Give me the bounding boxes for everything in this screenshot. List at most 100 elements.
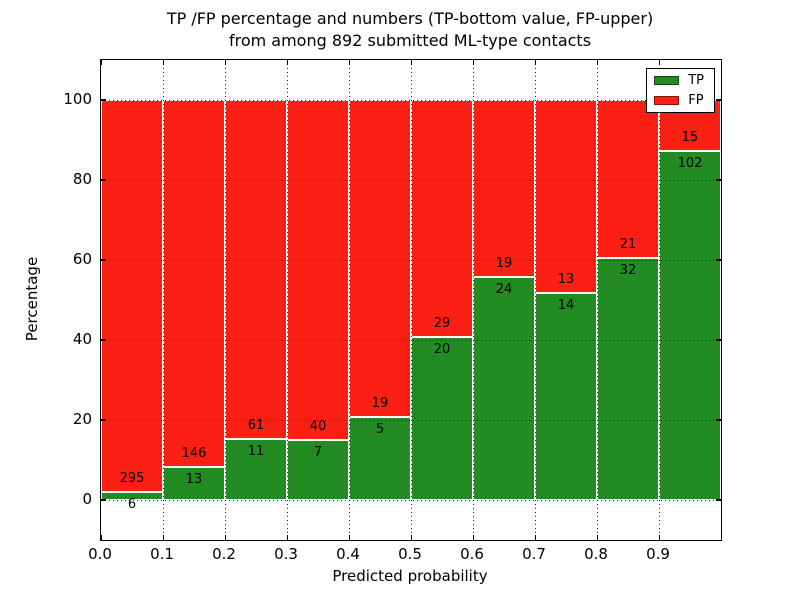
tp-count-label: 13 bbox=[185, 472, 203, 488]
vertical-gridline bbox=[473, 60, 474, 540]
fp-count-label: 40 bbox=[309, 419, 327, 435]
chart-title-line1: TP /FP percentage and numbers (TP-bottom… bbox=[166, 9, 654, 28]
x-tick-label: 0.5 bbox=[398, 545, 422, 563]
bar-segment-fp bbox=[287, 100, 349, 441]
x-tick-label: 0.9 bbox=[646, 545, 670, 563]
legend: TP FP bbox=[646, 68, 715, 113]
tp-count-label: 20 bbox=[433, 341, 451, 357]
legend-item-fp: FP bbox=[654, 94, 704, 107]
bar-segment-tp bbox=[659, 151, 721, 500]
bar-segment-tp bbox=[535, 292, 597, 500]
horizontal-gridline bbox=[101, 420, 721, 421]
fp-count-label: 19 bbox=[371, 395, 389, 411]
bar-segment-tp bbox=[349, 416, 411, 500]
x-tick-mark bbox=[286, 60, 288, 65]
fp-count-label: 15 bbox=[681, 130, 699, 146]
plot-area: TP FP 295 6 146 13 61 11 40 7 19 5 29 20 19 24 13 14 21 3… bbox=[100, 59, 722, 541]
x-tick-mark bbox=[224, 60, 226, 65]
horizontal-gridline bbox=[101, 180, 721, 181]
y-tick-mark bbox=[716, 499, 721, 501]
y-tick-mark bbox=[101, 259, 106, 261]
x-tick-mark bbox=[100, 535, 102, 540]
x-tick-mark bbox=[348, 535, 350, 540]
x-tick-label: 0.4 bbox=[336, 545, 360, 563]
x-tick-mark bbox=[596, 535, 598, 540]
y-tick-label: 40 bbox=[72, 330, 92, 348]
y-tick-mark bbox=[101, 499, 106, 501]
y-tick-mark bbox=[101, 179, 106, 181]
vertical-gridline bbox=[535, 60, 536, 540]
y-tick-label: 80 bbox=[72, 170, 92, 188]
bar-segment-tp bbox=[411, 336, 473, 500]
bar-segment-fp bbox=[163, 100, 225, 468]
fp-count-label: 29 bbox=[433, 315, 451, 331]
x-axis-label: Predicted probability bbox=[332, 567, 488, 585]
y-tick-mark bbox=[101, 339, 106, 341]
bar-segment-tp bbox=[597, 258, 659, 500]
bar-segment-fp bbox=[535, 100, 597, 293]
tp-count-label: 24 bbox=[495, 281, 513, 297]
x-tick-label: 0.7 bbox=[522, 545, 546, 563]
tp-count-label: 6 bbox=[127, 497, 137, 513]
vertical-gridline bbox=[349, 60, 350, 540]
x-tick-mark bbox=[286, 535, 288, 540]
x-tick-label: 0.3 bbox=[274, 545, 298, 563]
vertical-gridline bbox=[659, 60, 660, 540]
y-tick-mark bbox=[716, 99, 721, 101]
x-tick-label: 0.0 bbox=[88, 545, 112, 563]
fp-count-label: 295 bbox=[119, 471, 145, 487]
bar-segment-tp bbox=[163, 467, 225, 500]
y-tick-mark bbox=[101, 99, 106, 101]
legend-item-tp: TP bbox=[654, 74, 704, 87]
fp-color-swatch bbox=[654, 96, 680, 105]
horizontal-gridline bbox=[101, 500, 721, 501]
y-tick-mark bbox=[716, 419, 721, 421]
y-tick-mark bbox=[716, 339, 721, 341]
horizontal-gridline bbox=[101, 100, 721, 101]
y-tick-label: 20 bbox=[72, 410, 92, 428]
x-tick-mark bbox=[534, 60, 536, 65]
x-tick-mark bbox=[410, 535, 412, 540]
legend-label-tp: TP bbox=[688, 73, 704, 88]
chart-title-line2: from among 892 submitted ML-type contact… bbox=[228, 31, 592, 50]
x-tick-mark bbox=[658, 535, 660, 540]
x-tick-mark bbox=[410, 60, 412, 65]
fp-count-label: 61 bbox=[247, 417, 265, 433]
bar-segment-fp bbox=[473, 100, 535, 277]
fp-count-label: 146 bbox=[181, 446, 207, 462]
fp-count-label: 13 bbox=[557, 271, 575, 287]
bar-segment-fp bbox=[411, 100, 473, 337]
tp-color-swatch bbox=[654, 76, 680, 85]
x-tick-label: 0.8 bbox=[584, 545, 608, 563]
x-tick-label: 0.6 bbox=[460, 545, 484, 563]
tp-count-label: 102 bbox=[677, 156, 703, 172]
vertical-gridline bbox=[163, 60, 164, 540]
horizontal-gridline bbox=[101, 260, 721, 261]
bar-segment-fp bbox=[101, 100, 163, 493]
y-tick-label: 60 bbox=[72, 250, 92, 268]
bar-segment-tp bbox=[287, 440, 349, 500]
y-tick-label: 0 bbox=[82, 490, 92, 508]
fp-count-label: 21 bbox=[619, 237, 637, 253]
y-tick-label: 100 bbox=[63, 90, 92, 108]
y-tick-mark bbox=[716, 179, 721, 181]
x-tick-mark bbox=[658, 60, 660, 65]
x-tick-mark bbox=[100, 60, 102, 65]
bar-segment-tp bbox=[101, 492, 163, 500]
x-tick-label: 0.2 bbox=[212, 545, 236, 563]
vertical-gridline bbox=[597, 60, 598, 540]
x-tick-mark bbox=[162, 535, 164, 540]
x-tick-mark bbox=[348, 60, 350, 65]
vertical-gridline bbox=[411, 60, 412, 540]
tp-count-label: 7 bbox=[313, 445, 323, 461]
bar-segment-fp bbox=[349, 100, 411, 417]
x-tick-mark bbox=[472, 60, 474, 65]
x-tick-mark bbox=[534, 535, 536, 540]
fp-count-label: 19 bbox=[495, 255, 513, 271]
y-tick-mark bbox=[716, 259, 721, 261]
x-tick-mark bbox=[162, 60, 164, 65]
x-tick-mark bbox=[224, 535, 226, 540]
tp-count-label: 32 bbox=[619, 263, 637, 279]
x-tick-mark bbox=[472, 535, 474, 540]
